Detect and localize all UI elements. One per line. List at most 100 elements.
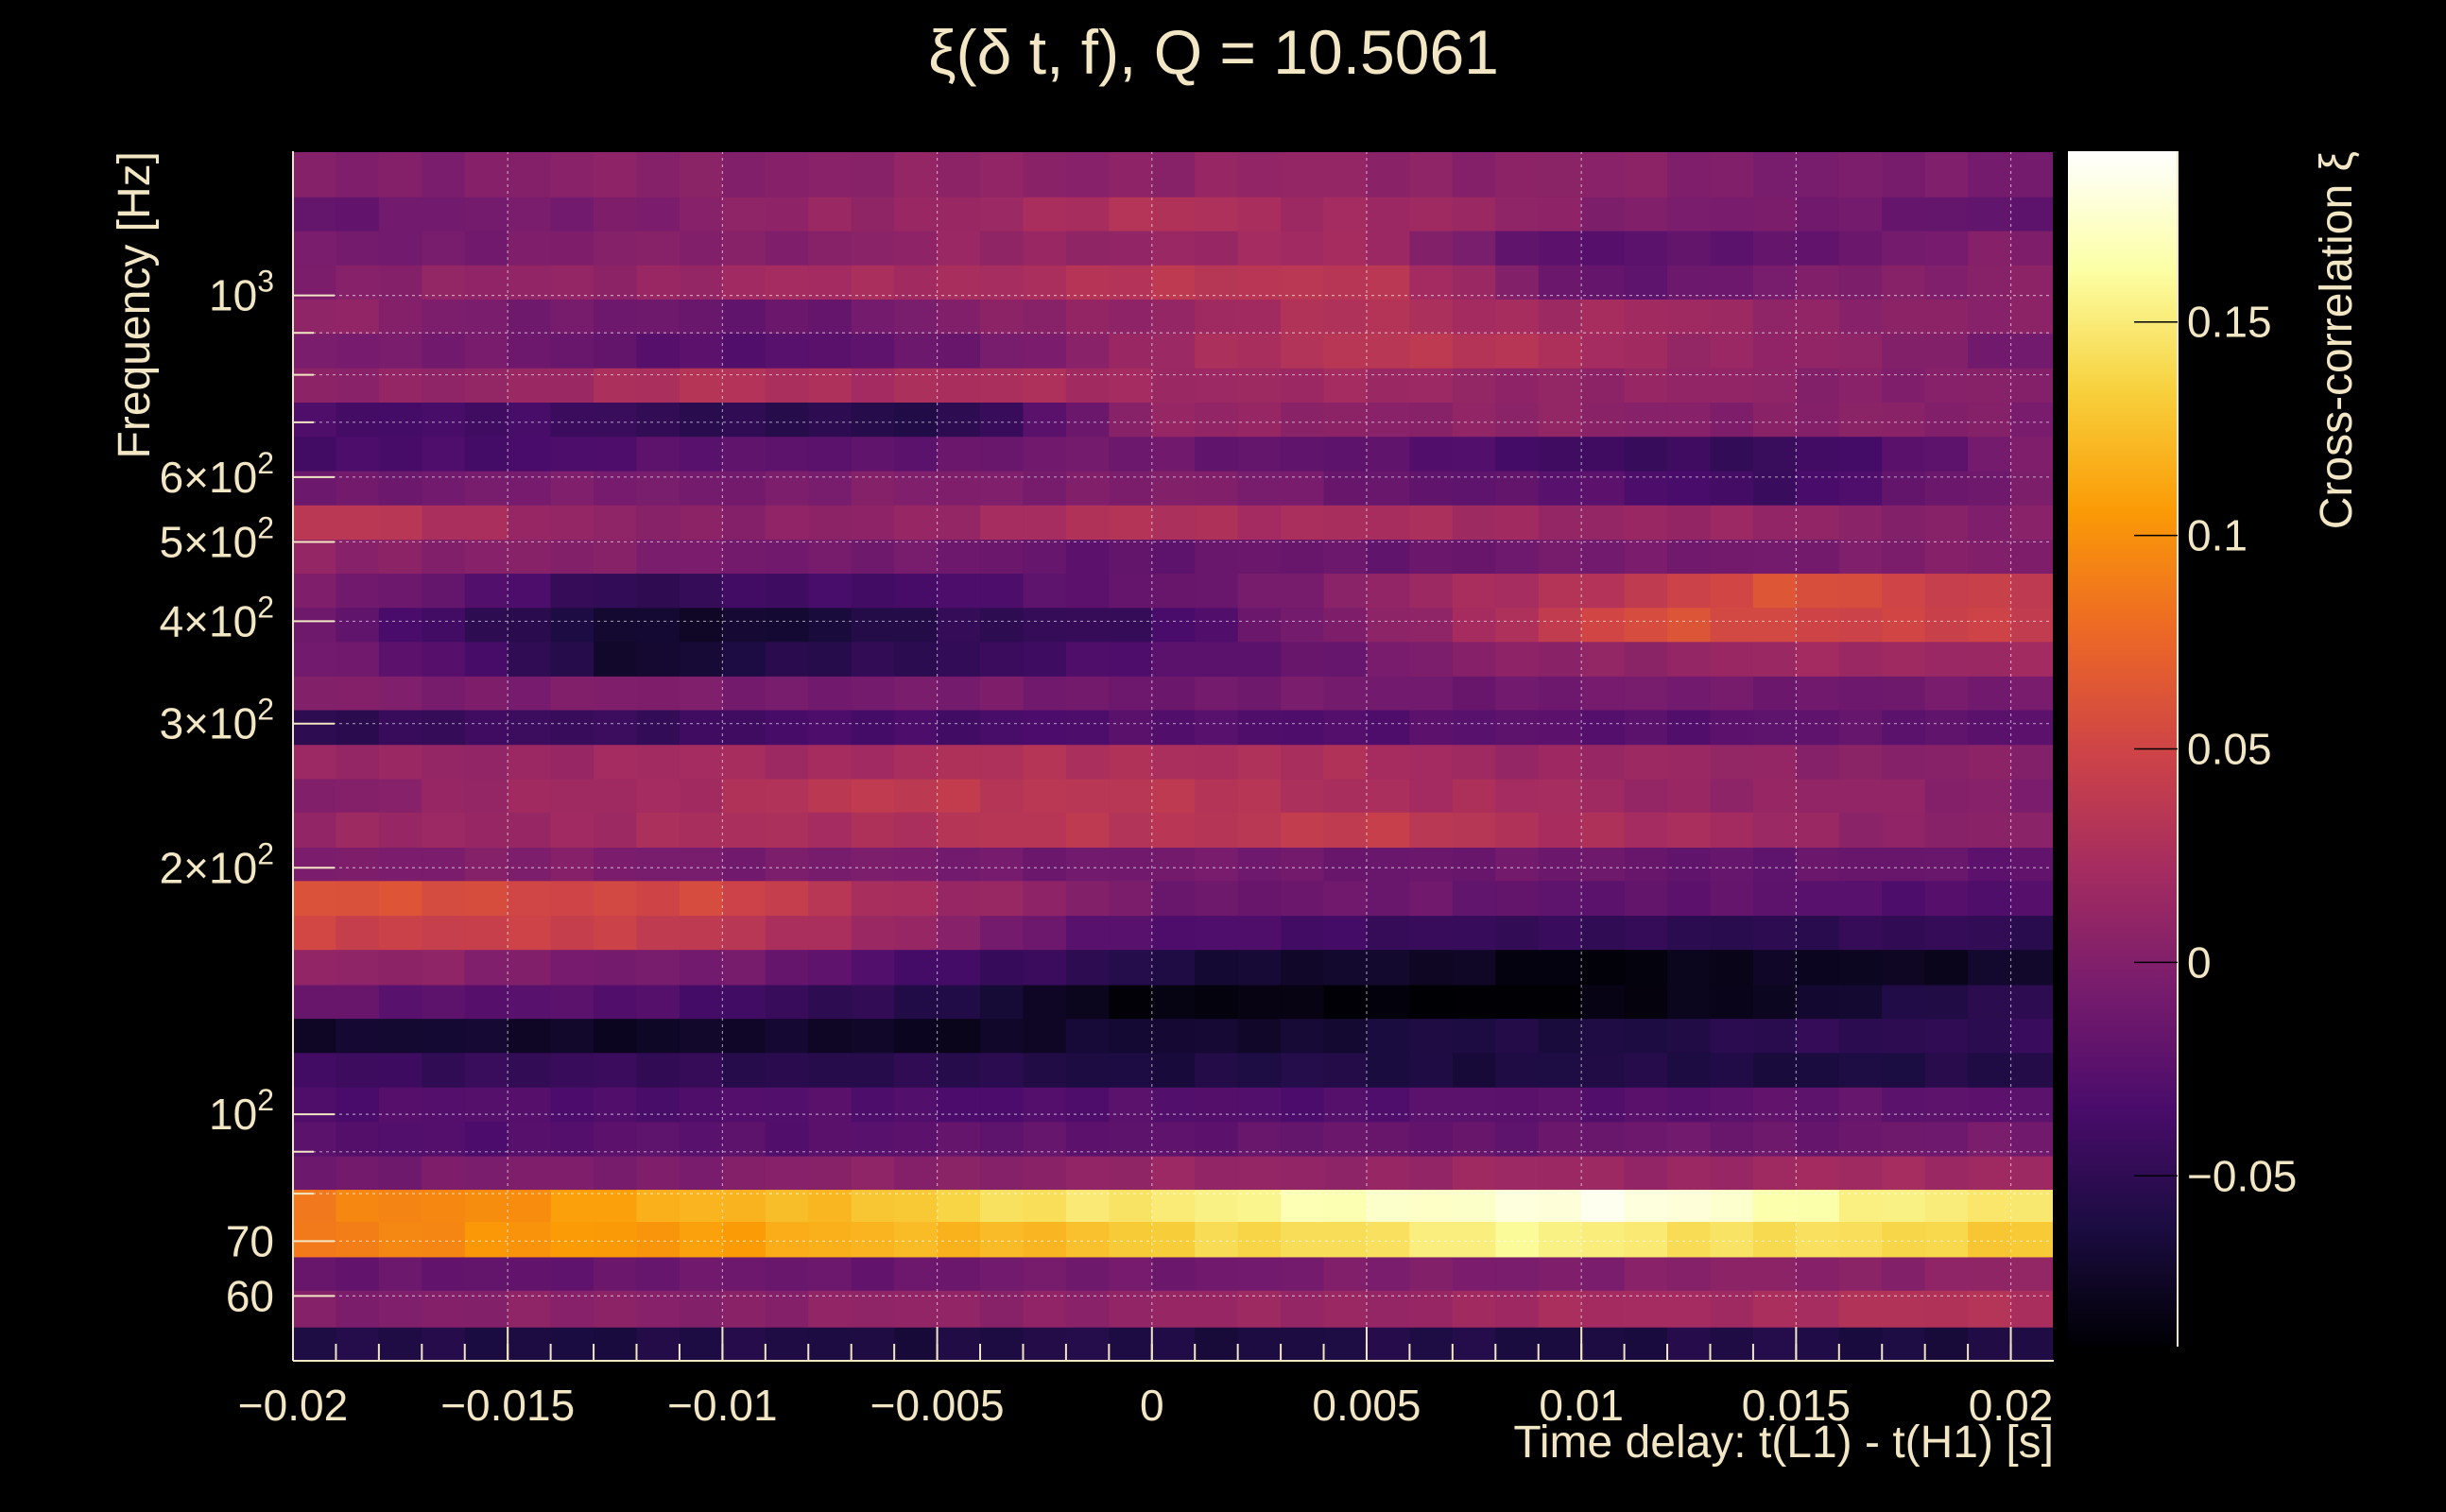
heatmap-cell (1710, 1121, 1754, 1157)
heatmap-cell (636, 1018, 680, 1054)
heatmap-cell (937, 984, 981, 1020)
heatmap-cell (1752, 641, 1797, 677)
heatmap-cell (550, 1221, 594, 1258)
heatmap-cell (679, 151, 723, 198)
heatmap-cell (378, 880, 422, 917)
heatmap-cell (1667, 812, 1712, 848)
heatmap-cell (636, 1087, 680, 1123)
heatmap-cell (336, 1052, 380, 1088)
heatmap-cell (1710, 641, 1754, 677)
heatmap-cell (765, 1189, 809, 1223)
heatmap-cell (1924, 265, 1969, 300)
heatmap-cell (1281, 471, 1325, 506)
heatmap-cell (378, 197, 422, 232)
heatmap-cell (1924, 230, 1969, 266)
heatmap-cell (1968, 1189, 2012, 1223)
heatmap-cell (422, 1087, 466, 1123)
heatmap-cell (1495, 641, 1540, 677)
heatmap-cell (464, 709, 508, 746)
heatmap-cell (1195, 505, 1239, 541)
heatmap-cell (765, 402, 809, 438)
heatmap-cell (1882, 1256, 1926, 1291)
heatmap-cell (1924, 539, 1969, 575)
heatmap-cell (851, 1256, 895, 1291)
heatmap-cell (894, 402, 939, 438)
heatmap-cell (1281, 265, 1325, 300)
heatmap-cell (550, 676, 594, 711)
heatmap-cell (1796, 915, 1840, 951)
heatmap-cell (594, 1327, 638, 1362)
heatmap-cell (1581, 265, 1626, 300)
heatmap-cell (464, 847, 508, 882)
heatmap-cell (1538, 230, 1582, 266)
heatmap-cell (293, 1156, 337, 1191)
heatmap-cell (1538, 265, 1582, 300)
heatmap-cell (1667, 880, 1712, 917)
heatmap-cell (851, 676, 895, 711)
heatmap-cell (1667, 915, 1712, 951)
heatmap-cell (894, 197, 939, 232)
heatmap-cell (1624, 709, 1668, 746)
heatmap-cell (1366, 265, 1411, 300)
heatmap-cell (508, 471, 552, 506)
heatmap-cell (1796, 505, 1840, 541)
heatmap-cell (1323, 984, 1368, 1020)
heatmap-cell (336, 676, 380, 711)
heatmap-cell (1023, 368, 1067, 403)
heatmap-cell (1323, 368, 1368, 403)
heatmap-cell (1023, 299, 1067, 335)
heatmap-cell (464, 915, 508, 951)
heatmap-cell (808, 471, 853, 506)
heatmap-cell (851, 1018, 895, 1054)
heatmap-cell (1452, 573, 1496, 609)
heatmap-cell (851, 812, 895, 848)
heatmap-cell (1452, 641, 1496, 677)
heatmap-cell (1151, 778, 1196, 813)
heatmap-cell (1151, 1087, 1196, 1123)
heatmap-cell (508, 1256, 552, 1291)
heatmap-cell (765, 709, 809, 746)
heatmap-cell (508, 1327, 552, 1362)
heatmap-cell (1581, 915, 1626, 951)
heatmap-cell (1538, 847, 1582, 882)
heatmap-cell (2010, 230, 2055, 266)
heatmap-cell (1195, 1221, 1239, 1258)
heatmap-cell (1323, 151, 1368, 198)
heatmap-cell (1065, 151, 1110, 198)
heatmap-cell (336, 505, 380, 541)
heatmap-cell (1109, 880, 1153, 917)
heatmap-cell (594, 265, 638, 300)
heatmap-cell (1624, 1052, 1668, 1088)
heatmap-cell (1323, 436, 1368, 472)
heatmap-cell (1667, 265, 1712, 300)
heatmap-cell (1023, 1256, 1067, 1291)
heatmap-cell (1023, 915, 1067, 951)
heatmap-cell (937, 197, 981, 232)
heatmap-cell (336, 368, 380, 403)
heatmap-cell (1752, 607, 1797, 643)
heatmap-cell (1796, 984, 1840, 1020)
heatmap-cell (1452, 1221, 1496, 1258)
heatmap-cell (1281, 1156, 1325, 1191)
heatmap-cell (1581, 1018, 1626, 1054)
heatmap-cell (1323, 915, 1368, 951)
heatmap-cell (1281, 151, 1325, 198)
heatmap-cell (1538, 607, 1582, 643)
heatmap-cell (1710, 1256, 1754, 1291)
heatmap-cell (851, 778, 895, 813)
heatmap-cell (1281, 607, 1325, 643)
heatmap-cell (550, 1018, 594, 1054)
heatmap-cell (1452, 744, 1496, 780)
heatmap-cell (1624, 539, 1668, 575)
heatmap-cell (336, 812, 380, 848)
heatmap-cell (293, 1256, 337, 1291)
heatmap-cell (679, 230, 723, 266)
heatmap-cell (894, 1087, 939, 1123)
heatmap-cell (336, 1221, 380, 1258)
heatmap-cell (1882, 539, 1926, 575)
heatmap-cell (1409, 778, 1454, 813)
heatmap-cell (1495, 1052, 1540, 1088)
heatmap-cell (508, 573, 552, 609)
heatmap-cell (1752, 1087, 1797, 1123)
heatmap-cell (594, 505, 638, 541)
